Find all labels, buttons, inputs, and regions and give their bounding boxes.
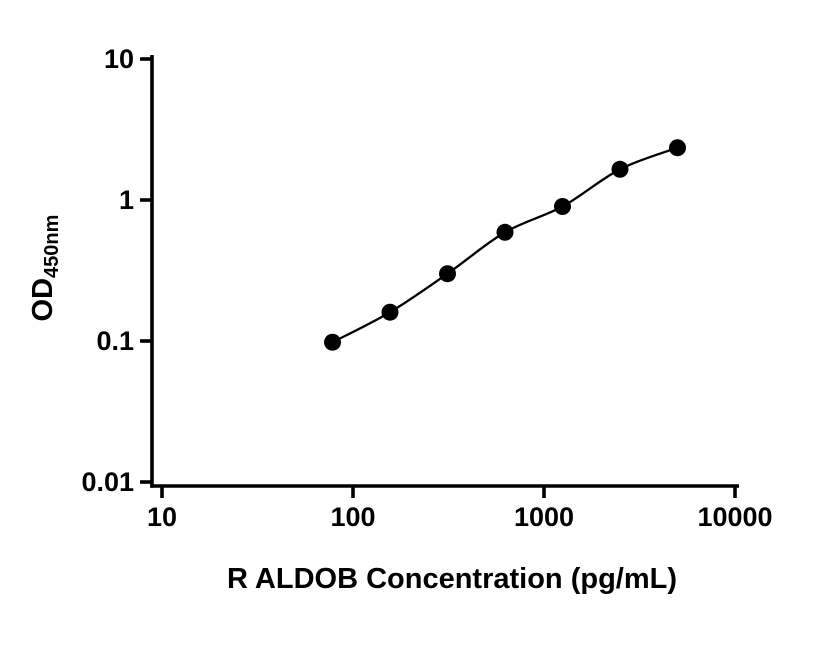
data-series: [324, 139, 686, 351]
y-tick-label: 10: [104, 44, 134, 74]
y-tick-label: 1: [119, 185, 134, 215]
data-point: [496, 223, 514, 241]
data-point: [669, 139, 686, 157]
y-tick-label: 0.01: [81, 467, 134, 497]
data-point: [381, 303, 399, 321]
y-axis-label-subscript: 450nm: [41, 215, 63, 278]
tick-labels: 10 100 1000 10000 0.01 0.1 1 10: [81, 44, 772, 532]
y-axis-label: OD450nm: [27, 215, 63, 322]
x-tick-label: 10000: [697, 502, 772, 532]
x-tick-label: 100: [330, 502, 375, 532]
data-point: [611, 160, 629, 178]
data-point: [439, 265, 456, 283]
y-axis-label-main: OD: [27, 278, 59, 322]
y-tick-label: 0.1: [96, 326, 134, 356]
data-point: [324, 333, 341, 351]
tick-marks: [140, 57, 737, 498]
axes: [150, 55, 739, 488]
data-point: [554, 198, 571, 215]
x-tick-label: 1000: [514, 502, 574, 532]
x-tick-label: 10: [147, 502, 177, 532]
x-axis-label: R ALDOB Concentration (pg/mL): [227, 563, 677, 595]
